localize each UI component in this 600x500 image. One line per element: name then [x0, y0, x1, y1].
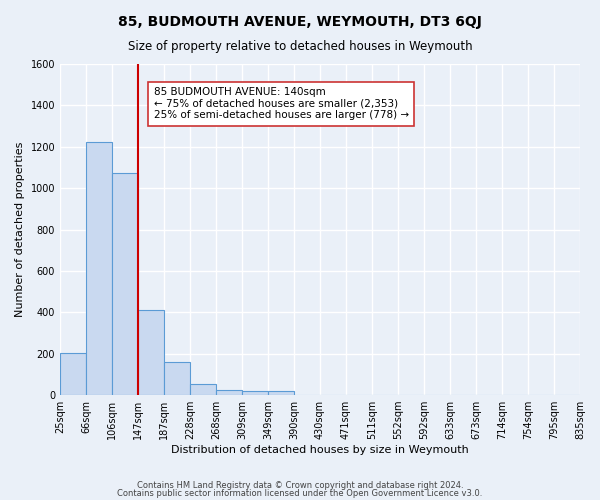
- Bar: [242, 391, 268, 395]
- Bar: [164, 362, 190, 395]
- Y-axis label: Number of detached properties: Number of detached properties: [15, 142, 25, 317]
- Bar: [190, 384, 216, 395]
- Bar: [86, 142, 112, 395]
- Text: 85, BUDMOUTH AVENUE, WEYMOUTH, DT3 6QJ: 85, BUDMOUTH AVENUE, WEYMOUTH, DT3 6QJ: [118, 15, 482, 29]
- Text: 85 BUDMOUTH AVENUE: 140sqm
← 75% of detached houses are smaller (2,353)
25% of s: 85 BUDMOUTH AVENUE: 140sqm ← 75% of deta…: [154, 87, 409, 120]
- Bar: [60, 352, 86, 395]
- Bar: [112, 172, 138, 395]
- Text: Contains public sector information licensed under the Open Government Licence v3: Contains public sector information licen…: [118, 488, 482, 498]
- X-axis label: Distribution of detached houses by size in Weymouth: Distribution of detached houses by size …: [171, 445, 469, 455]
- Bar: [216, 390, 242, 395]
- Bar: [268, 391, 294, 395]
- Text: Size of property relative to detached houses in Weymouth: Size of property relative to detached ho…: [128, 40, 472, 53]
- Text: Contains HM Land Registry data © Crown copyright and database right 2024.: Contains HM Land Registry data © Crown c…: [137, 481, 463, 490]
- Bar: [138, 310, 164, 395]
